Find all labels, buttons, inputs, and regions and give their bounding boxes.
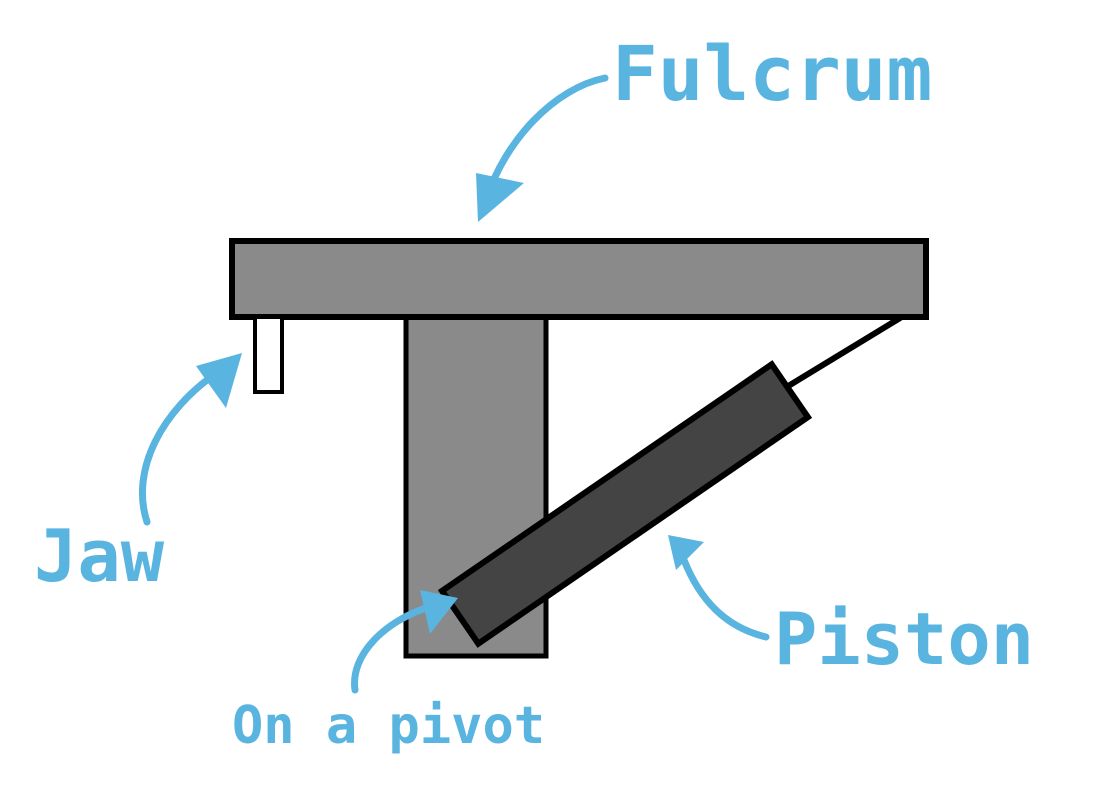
fulcrum-label: Fulcrum <box>612 29 932 118</box>
jaw-label: Jaw <box>34 514 165 598</box>
pivot-arrow <box>351 602 436 694</box>
jaw-arrow <box>139 368 222 526</box>
piston-arrowhead <box>668 535 704 570</box>
piston-arrow <box>680 556 770 641</box>
jaw <box>253 315 284 394</box>
jaw-arrowhead <box>196 353 242 408</box>
horizontal-beam <box>229 238 929 320</box>
piston-rod <box>782 315 903 391</box>
pivot-label: On a pivot <box>232 696 545 756</box>
pivot-arrowhead <box>420 590 458 634</box>
fulcrum-arrowhead <box>476 173 524 222</box>
piston-cylinder <box>437 360 813 648</box>
piston-label: Piston <box>774 597 1034 681</box>
